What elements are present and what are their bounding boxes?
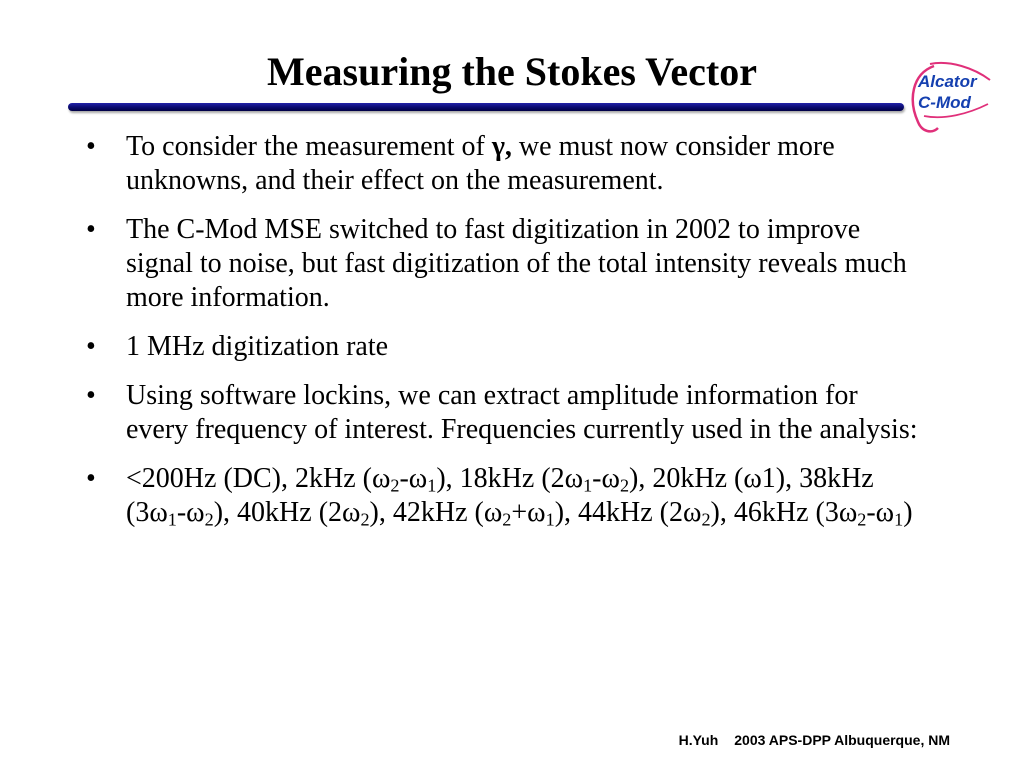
bullet-text-1-comma: , [504, 131, 512, 162]
bullet-text-4: Using software lockins, we can extract a… [126, 380, 918, 445]
bullet-item: • Using software lockins, we can extract… [86, 379, 926, 447]
bullet-text-2: The C-Mod MSE switched to fast digitizat… [126, 214, 907, 313]
logo-text-line2: C-Mod [918, 93, 971, 112]
alcator-cmod-logo-icon [911, 62, 991, 133]
bullet-dot-icon: • [86, 331, 96, 362]
title-underline-bar [68, 103, 904, 111]
footer-author: H.Yuh [678, 732, 719, 748]
bullet-item: • To consider the measurement of γ, we m… [86, 130, 926, 198]
bullet-item: • 1 MHz digitization rate [86, 330, 926, 364]
bullet-item: • The C-Mod MSE switched to fast digitiz… [86, 213, 926, 315]
gamma-symbol: γ [491, 131, 505, 162]
footer-event: 2003 APS-DPP Albuquerque, NM [734, 732, 950, 748]
bullet-text-3: 1 MHz digitization rate [126, 331, 389, 362]
bullet-dot-icon: • [86, 214, 96, 245]
bullet-dot-icon: • [86, 463, 96, 494]
bullet-text-1b: we must now consider more unknowns, and … [126, 131, 835, 196]
slide-title: Measuring the Stokes Vector [267, 49, 757, 94]
bullet-dot-icon: • [86, 131, 96, 162]
logo-text-line1: Alcator [918, 72, 977, 91]
bullet-text-1a: To consider the measurement of [126, 131, 492, 162]
slide-footer: H.Yuh 2003 APS-DPP Albuquerque, NM [679, 732, 950, 748]
bullet-dot-icon: • [86, 380, 96, 411]
bullet-list: • To consider the measurement of γ, we m… [86, 130, 926, 545]
bullet-item: • <200Hz (DC), 2kHz (ω2-ω1), 18kHz (2ω1-… [86, 462, 926, 530]
frequency-list-text: <200Hz (DC), 2kHz (ω2-ω1), 18kHz (2ω1-ω2… [126, 463, 913, 530]
